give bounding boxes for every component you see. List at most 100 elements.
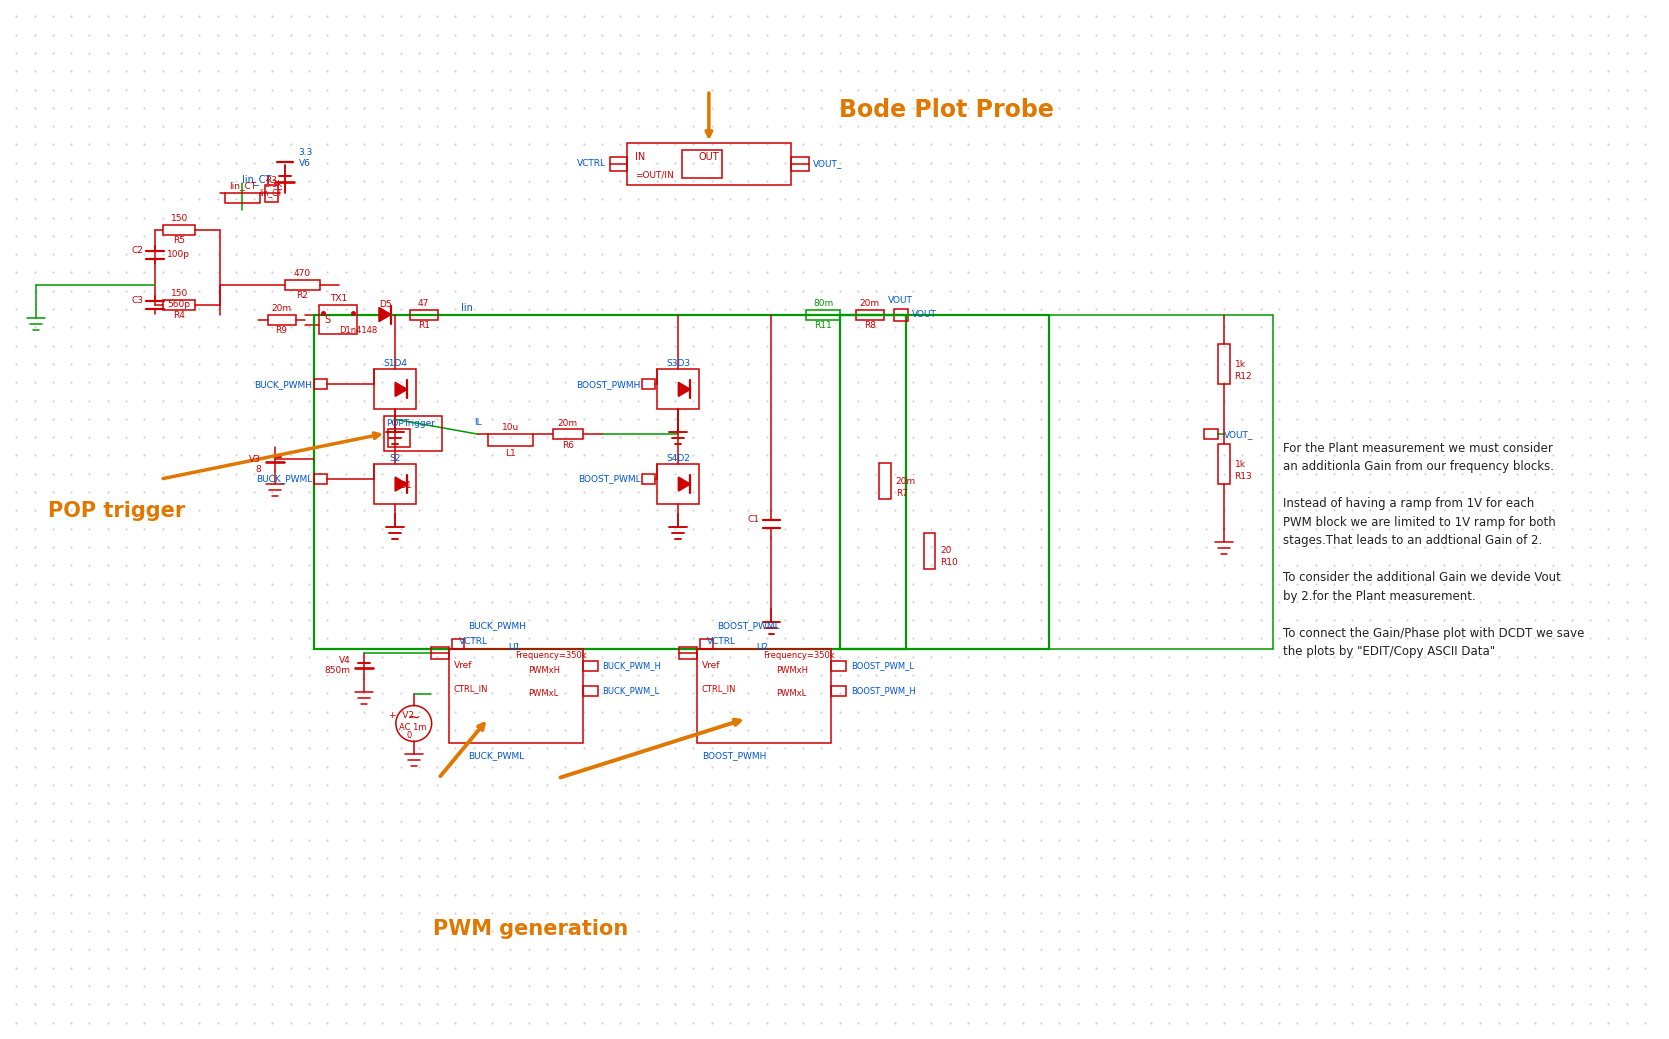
- Text: C1: C1: [748, 515, 759, 525]
- Text: C3: C3: [132, 296, 144, 305]
- Bar: [609, 157, 628, 171]
- Text: PWMxH: PWMxH: [527, 666, 561, 675]
- Polygon shape: [379, 308, 391, 321]
- Text: R1: R1: [417, 321, 429, 330]
- Text: L1: L1: [506, 449, 516, 457]
- Text: R11: R11: [814, 321, 833, 330]
- Bar: [582, 686, 598, 695]
- Bar: [285, 279, 320, 290]
- Text: PWMxL: PWMxL: [776, 689, 806, 698]
- Text: VCTRL: VCTRL: [459, 637, 487, 646]
- Text: 1k: 1k: [1235, 359, 1245, 369]
- Text: 20: 20: [940, 547, 951, 556]
- Text: 1k: 1k: [1235, 459, 1245, 469]
- Text: BUCK_PWM_L: BUCK_PWM_L: [603, 686, 659, 695]
- Text: 0: 0: [406, 730, 412, 740]
- Text: BOOST_PWM_L: BOOST_PWM_L: [851, 661, 915, 670]
- Bar: [374, 464, 416, 504]
- Text: 80m: 80m: [813, 299, 833, 309]
- Text: Iin: Iin: [461, 302, 474, 313]
- Text: IL: IL: [474, 418, 482, 427]
- Text: 3.3
V6: 3.3 V6: [299, 149, 312, 167]
- Bar: [806, 310, 840, 320]
- Bar: [1218, 445, 1230, 484]
- Text: POP trigger: POP trigger: [48, 501, 185, 522]
- Bar: [643, 379, 656, 390]
- Text: 150: 150: [170, 289, 189, 298]
- Text: ~: ~: [407, 710, 421, 725]
- Text: 8: 8: [255, 464, 260, 474]
- Text: PWMxL: PWMxL: [527, 689, 559, 698]
- Text: R8: R8: [865, 321, 876, 330]
- Text: R13: R13: [1235, 472, 1252, 481]
- Bar: [880, 463, 891, 499]
- Polygon shape: [678, 382, 691, 396]
- Text: IN: IN: [636, 152, 646, 162]
- Bar: [679, 646, 698, 659]
- Bar: [1218, 345, 1230, 384]
- Text: Iin_CT: Iin_CT: [242, 175, 272, 185]
- Text: BOOST_PWML: BOOST_PWML: [718, 621, 779, 631]
- Bar: [319, 304, 357, 335]
- Text: VOUT: VOUT: [888, 296, 913, 305]
- Text: 150: 150: [170, 214, 189, 223]
- Bar: [1203, 429, 1218, 439]
- Text: Vref: Vref: [703, 661, 721, 670]
- Text: 470: 470: [294, 269, 310, 278]
- Bar: [449, 648, 582, 743]
- Text: VOUT_: VOUT_: [1223, 430, 1253, 438]
- Text: Frequency=350k: Frequency=350k: [763, 651, 834, 660]
- Text: 47: 47: [417, 299, 429, 309]
- Bar: [658, 370, 699, 409]
- Bar: [628, 143, 791, 185]
- Text: OUT: OUT: [699, 152, 719, 162]
- Bar: [893, 309, 908, 321]
- Text: 10u: 10u: [502, 423, 519, 432]
- Bar: [314, 474, 327, 484]
- Text: 100p: 100p: [167, 250, 190, 259]
- Text: C2: C2: [132, 246, 144, 256]
- Bar: [387, 429, 411, 447]
- Text: Iin_CT: Iin_CT: [260, 188, 282, 197]
- Text: TX1: TX1: [329, 294, 347, 303]
- Text: D1n4148: D1n4148: [339, 326, 377, 335]
- Text: R7: R7: [896, 488, 908, 498]
- Bar: [374, 370, 416, 409]
- Text: D1: D1: [399, 481, 412, 489]
- Text: BUCK_PWML: BUCK_PWML: [469, 751, 524, 760]
- Text: U2: U2: [756, 643, 769, 652]
- Text: VCTRL: VCTRL: [576, 159, 606, 168]
- Text: S4D2: S4D2: [666, 454, 689, 462]
- Bar: [384, 417, 442, 451]
- Bar: [267, 315, 295, 324]
- Text: D5: D5: [379, 300, 391, 309]
- Bar: [164, 299, 195, 310]
- Text: 3.3k: 3.3k: [265, 181, 284, 189]
- Text: PWM generation: PWM generation: [432, 918, 628, 939]
- Text: BUCK_PWMH: BUCK_PWMH: [469, 621, 526, 631]
- Bar: [411, 310, 437, 320]
- Polygon shape: [396, 477, 407, 491]
- Text: R10: R10: [940, 558, 958, 567]
- Bar: [699, 639, 713, 648]
- Bar: [431, 646, 449, 659]
- Text: BUCK_PWM_H: BUCK_PWM_H: [603, 661, 661, 670]
- Text: VOUT_: VOUT_: [813, 159, 843, 168]
- Bar: [489, 434, 532, 446]
- Bar: [923, 533, 935, 569]
- Text: S2: S2: [389, 454, 401, 462]
- Text: R6: R6: [562, 441, 574, 450]
- Text: S3D3: S3D3: [666, 358, 691, 368]
- Polygon shape: [678, 477, 691, 491]
- Bar: [265, 185, 277, 202]
- Bar: [225, 193, 260, 203]
- Text: BOOST_PWM_H: BOOST_PWM_H: [851, 686, 916, 695]
- Text: V4
850m: V4 850m: [324, 656, 350, 675]
- Text: POPTrigger: POPTrigger: [386, 419, 436, 428]
- Text: Frequency=350k: Frequency=350k: [516, 651, 587, 660]
- Text: PWMxH: PWMxH: [776, 666, 808, 675]
- Text: CTRL_IN: CTRL_IN: [454, 684, 487, 693]
- Text: R4: R4: [174, 311, 185, 320]
- Text: BOOST_PWMH: BOOST_PWMH: [703, 751, 766, 760]
- Text: R5: R5: [174, 236, 185, 245]
